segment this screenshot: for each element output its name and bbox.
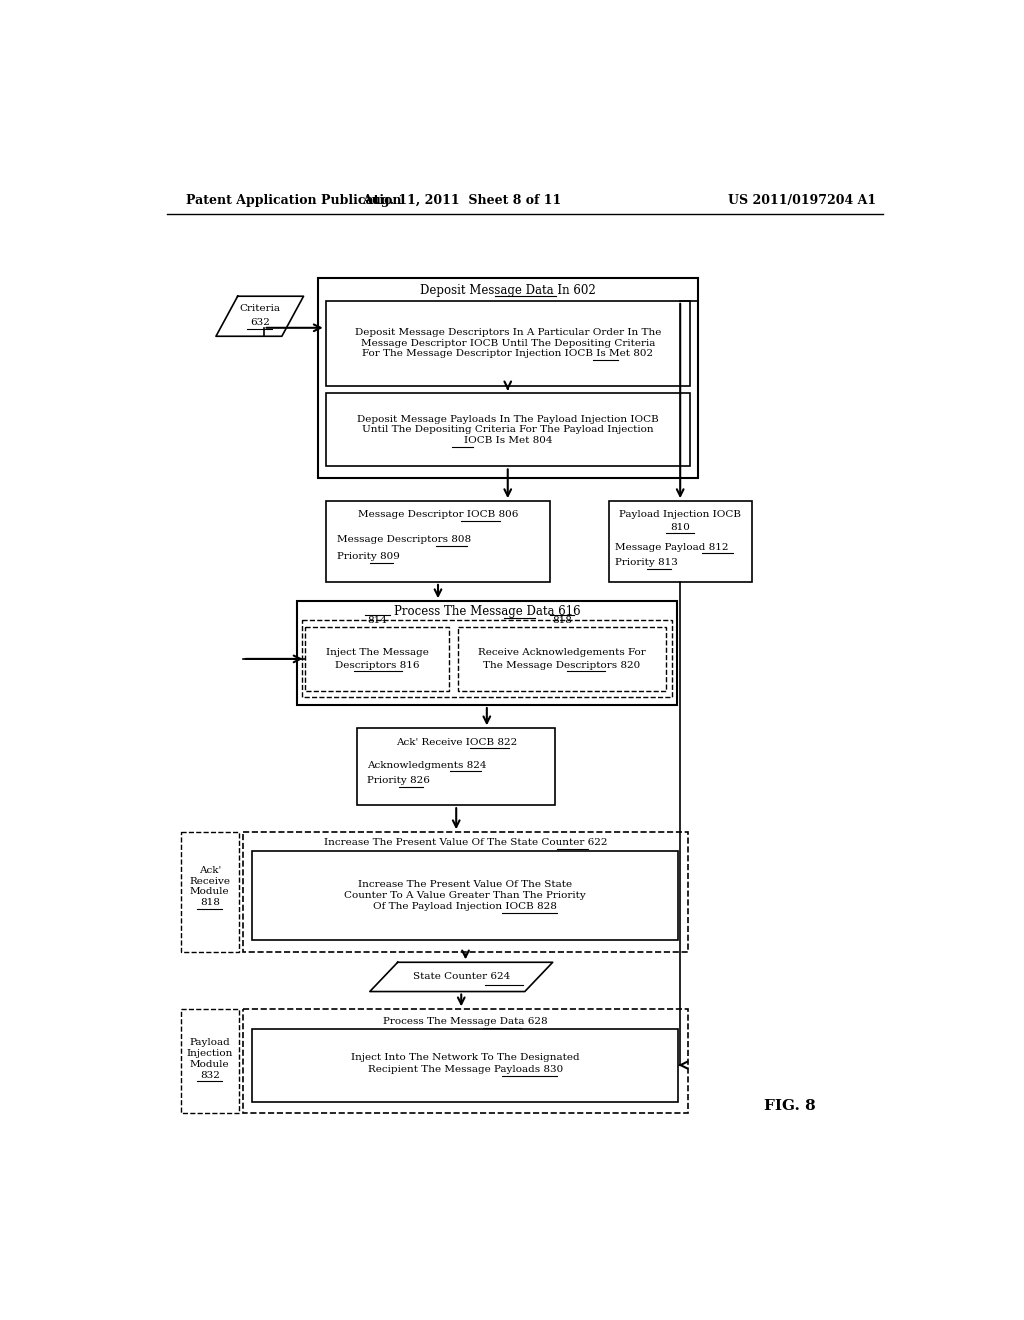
Text: The Message Descriptors 820: The Message Descriptors 820 (483, 660, 641, 669)
Text: Message Descriptors 808: Message Descriptors 808 (337, 535, 471, 544)
Bar (357, 729, 555, 805)
Text: 814: 814 (368, 616, 387, 624)
Text: IOCB Is Met 804: IOCB Is Met 804 (464, 436, 552, 445)
Text: Descriptors 816: Descriptors 816 (335, 660, 420, 669)
Text: Increase The Present Value Of The State Counter 622: Increase The Present Value Of The State … (324, 838, 607, 847)
Text: Inject Into The Network To The Designated: Inject Into The Network To The Designate… (351, 1053, 580, 1061)
Text: Payload: Payload (189, 1039, 230, 1047)
Bar (297, 601, 677, 705)
Text: Message Payload 812: Message Payload 812 (614, 543, 728, 552)
Text: Deposit Message Descriptors In A Particular Order In The: Deposit Message Descriptors In A Particu… (354, 327, 660, 337)
Bar (326, 301, 690, 385)
Text: US 2011/0197204 A1: US 2011/0197204 A1 (728, 194, 877, 207)
Bar (180, 832, 239, 952)
Text: Module: Module (189, 887, 229, 896)
Text: 632: 632 (250, 318, 269, 327)
Text: FIG. 8: FIG. 8 (764, 1098, 815, 1113)
Text: Process The Message Data 616: Process The Message Data 616 (393, 606, 581, 619)
Text: Until The Depositing Criteria For The Payload Injection: Until The Depositing Criteria For The Pa… (361, 425, 653, 434)
Text: 810: 810 (671, 523, 690, 532)
Text: Criteria: Criteria (240, 304, 281, 313)
Bar (458, 627, 666, 692)
Text: Receive: Receive (189, 876, 230, 886)
Text: Module: Module (189, 1060, 229, 1069)
Bar (252, 1028, 678, 1102)
Text: 818: 818 (552, 616, 572, 624)
Bar (326, 393, 690, 466)
Text: Priority 826: Priority 826 (367, 776, 430, 785)
Text: Patent Application Publication: Patent Application Publication (186, 194, 401, 207)
Text: State Counter 624: State Counter 624 (413, 973, 510, 981)
Text: Of The Payload Injection IOCB 828: Of The Payload Injection IOCB 828 (373, 902, 557, 911)
Text: For The Message Descriptor Injection IOCB Is Met 802: For The Message Descriptor Injection IOC… (362, 350, 653, 359)
Text: Aug. 11, 2011  Sheet 8 of 11: Aug. 11, 2011 Sheet 8 of 11 (361, 194, 561, 207)
Text: Message Descriptor IOCB Until The Depositing Criteria: Message Descriptor IOCB Until The Deposi… (360, 339, 655, 347)
Text: Counter To A Value Greater Than The Priority: Counter To A Value Greater Than The Prio… (344, 891, 586, 900)
Text: Message Descriptor IOCB 806: Message Descriptor IOCB 806 (357, 511, 518, 519)
Text: Deposit Message Payloads In The Payload Injection IOCB: Deposit Message Payloads In The Payload … (357, 414, 658, 424)
Bar (180, 1010, 239, 1113)
Bar (305, 627, 449, 692)
Text: Priority 809: Priority 809 (337, 552, 400, 561)
Text: Receive Acknowledgements For: Receive Acknowledgements For (478, 648, 646, 657)
Text: Inject The Message: Inject The Message (326, 648, 429, 657)
Text: Priority 813: Priority 813 (614, 558, 678, 568)
Text: Increase The Present Value Of The State: Increase The Present Value Of The State (358, 880, 572, 890)
Bar (252, 851, 678, 940)
Bar (302, 620, 672, 697)
Text: 832: 832 (200, 1071, 220, 1080)
Text: Deposit Message Data In 602: Deposit Message Data In 602 (420, 284, 596, 297)
Bar (608, 502, 752, 582)
Text: Recipient The Message Payloads 830: Recipient The Message Payloads 830 (368, 1065, 563, 1074)
Text: Ack': Ack' (199, 866, 221, 875)
Text: Process The Message Data 628: Process The Message Data 628 (383, 1018, 548, 1026)
Text: Payload Injection IOCB: Payload Injection IOCB (620, 511, 741, 519)
Bar (317, 277, 697, 478)
Text: Injection: Injection (186, 1049, 232, 1059)
Bar (243, 832, 688, 952)
Text: 818: 818 (200, 898, 220, 907)
Text: Acknowledgments 824: Acknowledgments 824 (367, 760, 486, 770)
Bar (326, 502, 550, 582)
Text: Ack' Receive IOCB 822: Ack' Receive IOCB 822 (395, 738, 517, 747)
Bar (243, 1010, 688, 1113)
